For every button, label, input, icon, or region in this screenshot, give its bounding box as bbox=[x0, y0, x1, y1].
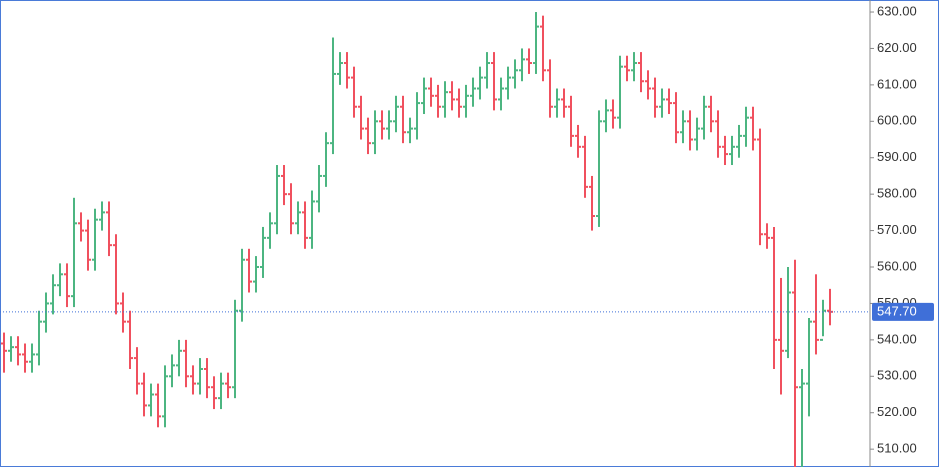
y-tick-label: 600.00 bbox=[877, 113, 917, 128]
y-tick-label: 630.00 bbox=[877, 3, 917, 18]
last-price-box bbox=[872, 302, 934, 321]
y-tick-label: 570.00 bbox=[877, 222, 917, 237]
y-tick-label: 540.00 bbox=[877, 331, 917, 346]
y-tick-label: 530.00 bbox=[877, 368, 917, 383]
y-tick-label: 620.00 bbox=[877, 40, 917, 55]
y-tick-label: 560.00 bbox=[877, 258, 917, 273]
last-price-label: 547.70 bbox=[877, 303, 917, 318]
plot-area bbox=[1, 12, 833, 467]
y-tick-label: 520.00 bbox=[877, 404, 917, 419]
y-tick-label: 510.00 bbox=[877, 441, 917, 456]
y-tick-label: 590.00 bbox=[877, 149, 917, 164]
y-tick-label: 610.00 bbox=[877, 76, 917, 91]
y-tick-label: 580.00 bbox=[877, 186, 917, 201]
